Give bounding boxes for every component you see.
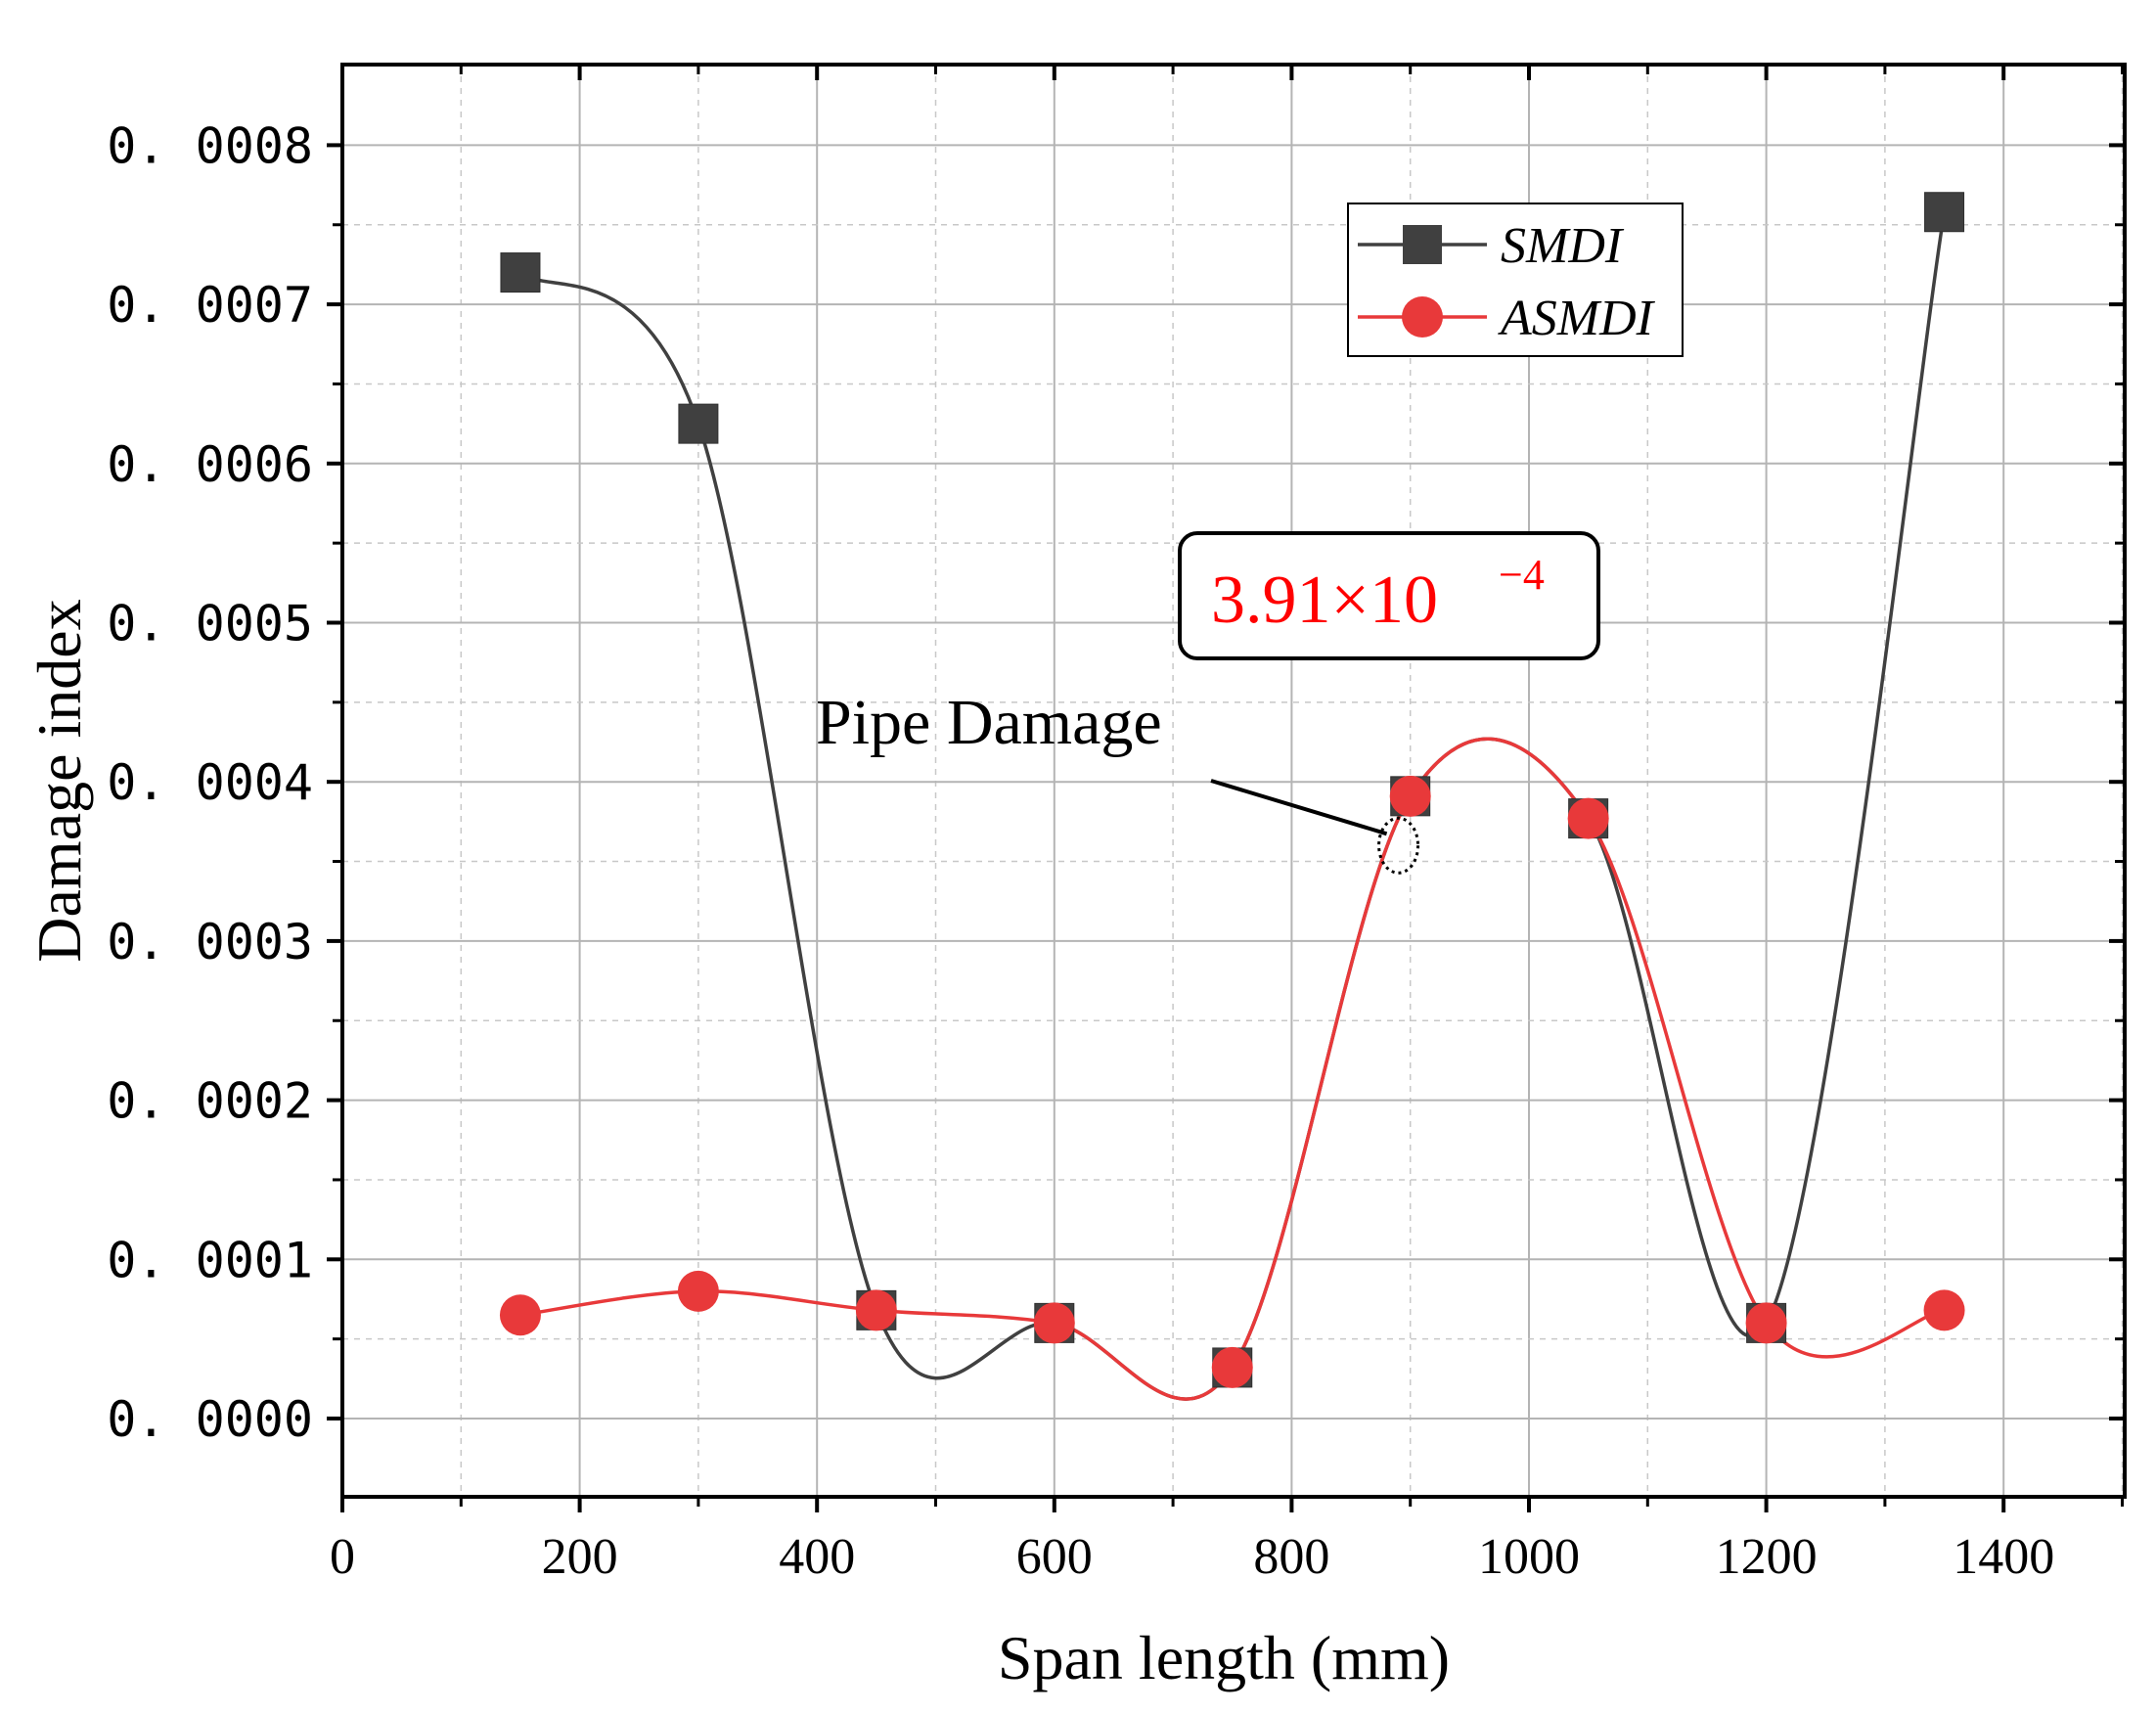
legend-marker-smdi <box>1403 225 1442 264</box>
value-callout-exponent: −4 <box>1499 551 1545 599</box>
y-tick-label: 0. 0002 <box>107 1073 313 1130</box>
legend-label-asmdi: ASMDI <box>1498 291 1656 346</box>
x-axis-label: Span length (mm) <box>998 1623 1450 1692</box>
data-point-smdi <box>678 403 719 444</box>
pipe-damage-label: Pipe Damage <box>816 687 1162 758</box>
x-tick-label: 1400 <box>1953 1529 2054 1585</box>
y-tick-label: 0. 0000 <box>107 1391 313 1448</box>
y-tick-label: 0. 0005 <box>107 596 313 653</box>
value-callout-text: 3.91×10 <box>1211 563 1438 638</box>
legend-marker-asmdi <box>1402 296 1443 338</box>
x-tick-label: 1200 <box>1716 1529 1818 1585</box>
data-point-asmdi <box>1923 1289 1965 1331</box>
data-point-asmdi <box>1033 1302 1075 1344</box>
data-point-asmdi <box>499 1294 541 1336</box>
data-point-asmdi <box>1567 797 1609 839</box>
data-point-asmdi <box>677 1270 719 1312</box>
y-tick-label: 0. 0001 <box>107 1232 313 1288</box>
x-tick-label: 400 <box>779 1529 855 1585</box>
x-tick-label: 1000 <box>1478 1529 1580 1585</box>
x-tick-label: 0 <box>330 1529 355 1585</box>
x-tick-label: 200 <box>542 1529 618 1585</box>
y-tick-label: 0. 0003 <box>107 914 313 970</box>
data-point-asmdi <box>1745 1302 1787 1344</box>
data-point-smdi <box>500 252 541 293</box>
series-line-asmdi <box>519 737 1945 1401</box>
damage-location-marker <box>1377 816 1420 875</box>
y-tick-label: 0. 0006 <box>107 436 313 493</box>
y-tick-label: 0. 0008 <box>107 117 313 174</box>
legend-label-smdi: SMDI <box>1501 218 1625 274</box>
x-tick-label: 800 <box>1253 1529 1329 1585</box>
x-tick-label: 600 <box>1016 1529 1093 1585</box>
y-axis-label: Damage index <box>24 599 94 962</box>
y-tick-label: 0. 0004 <box>107 754 313 811</box>
data-point-smdi <box>1924 192 1965 233</box>
y-tick-label: 0. 0007 <box>107 277 313 334</box>
data-point-asmdi <box>1211 1346 1253 1388</box>
value-callout-box <box>1178 531 1600 660</box>
data-point-asmdi <box>855 1289 897 1331</box>
data-point-asmdi <box>1389 775 1431 817</box>
pipe-damage-pointer <box>1210 779 1388 836</box>
